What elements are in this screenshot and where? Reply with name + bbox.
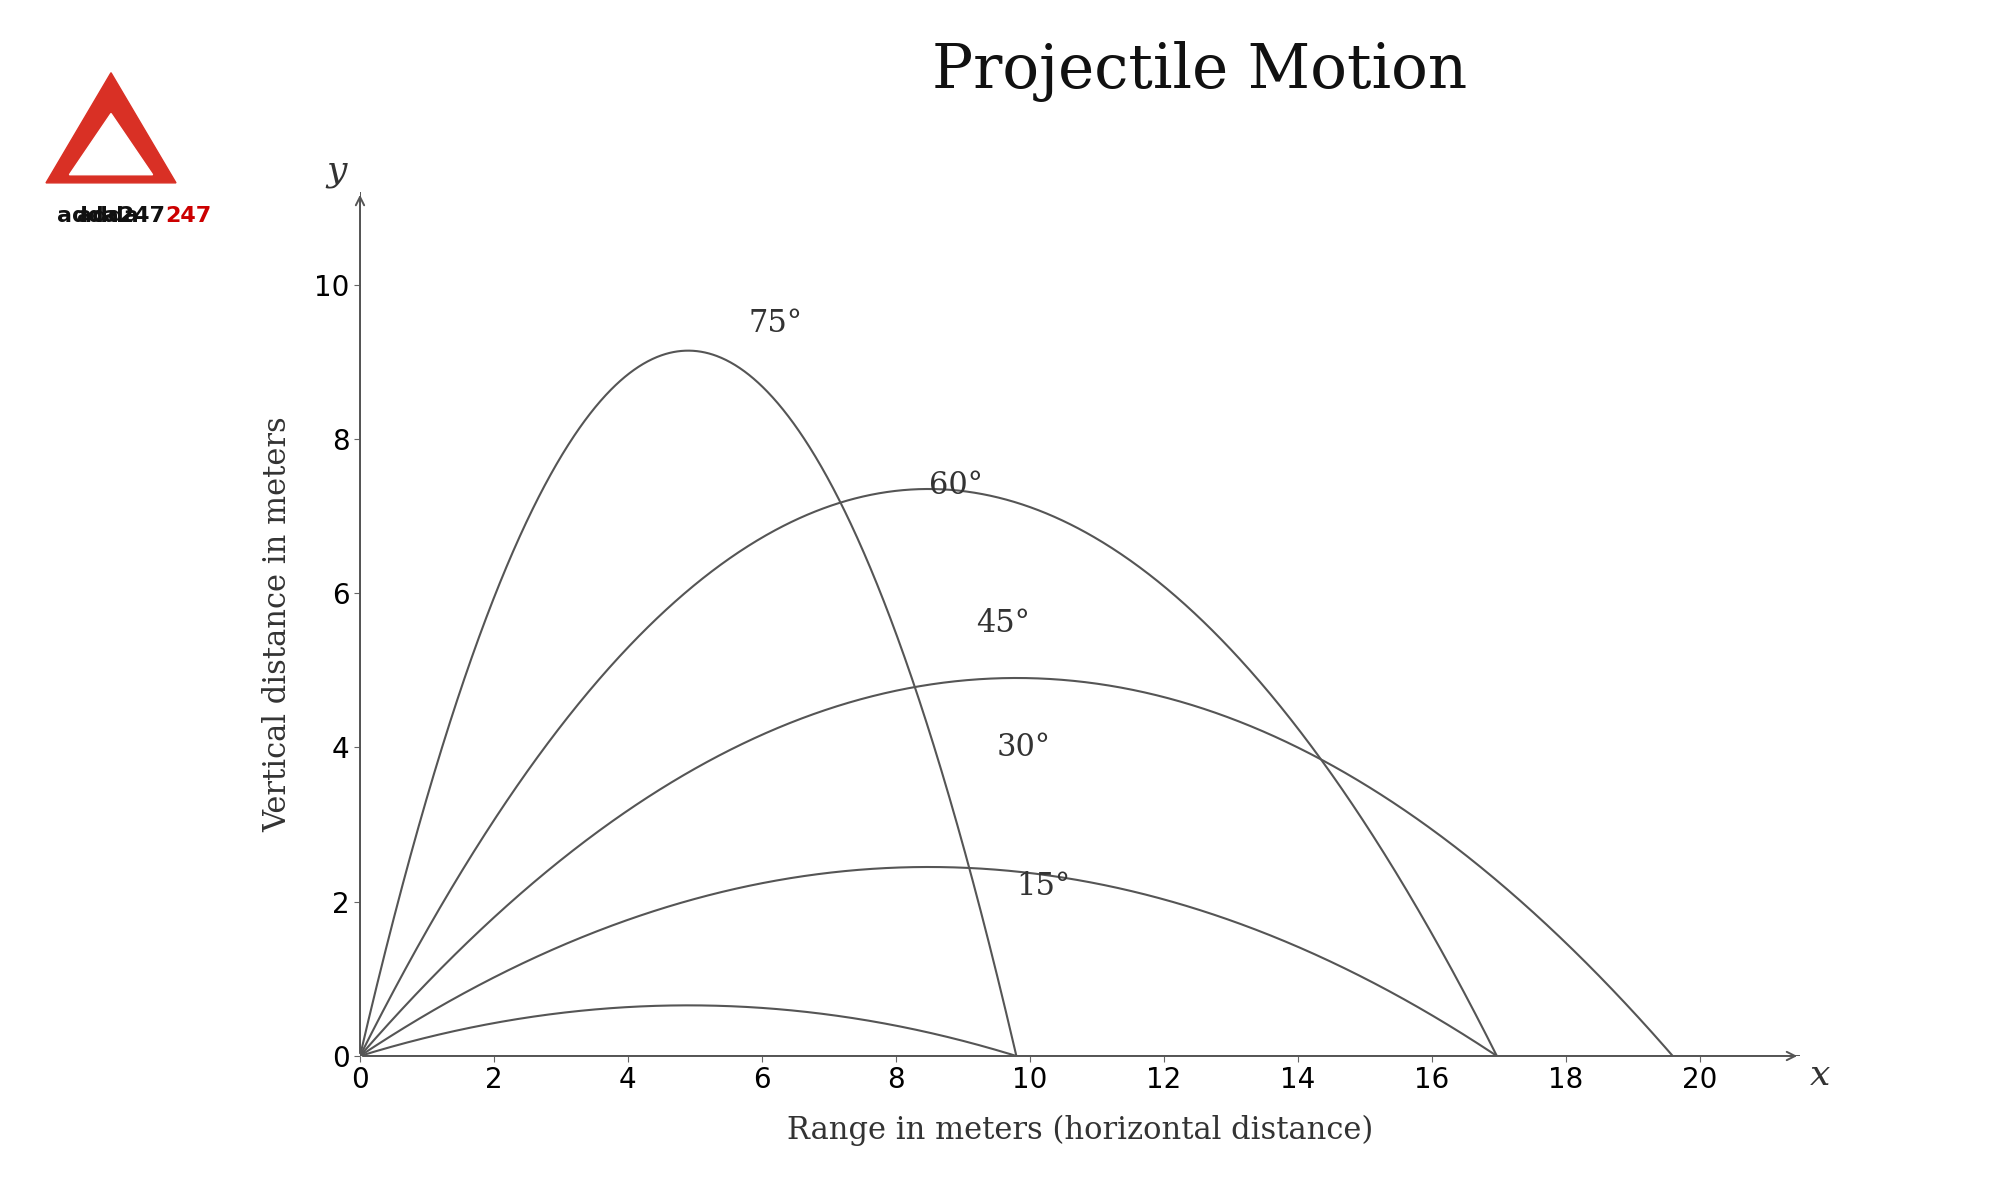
Text: adda247: adda247 bbox=[56, 205, 164, 226]
Text: x: x bbox=[1810, 1058, 1830, 1092]
Text: 45°: 45° bbox=[976, 608, 1030, 640]
Text: y: y bbox=[326, 154, 346, 188]
Polygon shape bbox=[70, 114, 152, 175]
Text: 15°: 15° bbox=[1016, 871, 1070, 901]
Text: 247: 247 bbox=[166, 205, 212, 226]
Polygon shape bbox=[46, 73, 176, 182]
X-axis label: Range in meters (horizontal distance): Range in meters (horizontal distance) bbox=[786, 1115, 1374, 1146]
Y-axis label: Vertical distance in meters: Vertical distance in meters bbox=[262, 416, 294, 832]
Text: 60°: 60° bbox=[930, 469, 984, 500]
Text: Projectile Motion: Projectile Motion bbox=[932, 42, 1468, 102]
Text: 30°: 30° bbox=[996, 732, 1050, 763]
Text: adda: adda bbox=[78, 205, 138, 226]
Text: 75°: 75° bbox=[748, 307, 802, 338]
